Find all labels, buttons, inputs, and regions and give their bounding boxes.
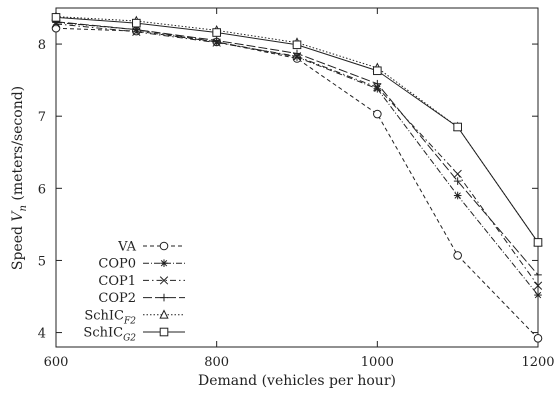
legend-marker bbox=[160, 293, 168, 302]
y-tick-label: 4 bbox=[38, 327, 46, 342]
plot-frame bbox=[55, 7, 539, 348]
data-point bbox=[534, 291, 542, 299]
data-point bbox=[373, 109, 382, 119]
legend-label: SchICF2 bbox=[84, 308, 136, 326]
data-point bbox=[533, 281, 543, 290]
data-point bbox=[453, 191, 462, 200]
legend-entry: COP1 bbox=[98, 274, 185, 289]
series-3 bbox=[52, 17, 542, 279]
legend-entry: VA bbox=[117, 240, 185, 255]
data-point bbox=[292, 40, 302, 50]
data-point bbox=[534, 271, 542, 279]
data-point bbox=[453, 251, 462, 260]
data-point bbox=[212, 28, 221, 37]
legend-entry: COP2 bbox=[98, 291, 185, 306]
data-point bbox=[453, 177, 462, 185]
data-point bbox=[51, 13, 61, 22]
legend-label: VA bbox=[117, 240, 137, 255]
data-point bbox=[453, 122, 462, 132]
x-tick-label: 600 bbox=[44, 355, 69, 370]
y-axis-label: Speed Vn (meters/second) bbox=[10, 86, 29, 270]
data-point bbox=[293, 49, 301, 58]
y-axis-label-main: Speed bbox=[10, 222, 26, 271]
data-point bbox=[533, 238, 543, 247]
data-point bbox=[453, 169, 462, 179]
legend-entry: COP0 bbox=[98, 257, 185, 272]
legend-label: SchICG2 bbox=[83, 326, 136, 344]
legend-marker bbox=[159, 276, 169, 285]
data-point bbox=[212, 36, 221, 45]
legend-label: COP2 bbox=[98, 291, 136, 306]
x-axis-label: Demand (vehicles per hour) bbox=[198, 373, 396, 389]
data-point bbox=[373, 79, 382, 88]
y-axis-label-sub: n bbox=[18, 205, 29, 211]
data-point bbox=[533, 334, 543, 343]
series-5 bbox=[51, 13, 543, 247]
series-layer bbox=[51, 11, 543, 343]
x-tick-label: 1000 bbox=[361, 355, 394, 370]
axis-ticks: 600 800 1000 1200 4 5 6 7 8 bbox=[38, 8, 555, 370]
legend-entry: SchICF2 bbox=[84, 308, 185, 326]
legend-entry: SchICG2 bbox=[83, 326, 185, 344]
legend-label: COP1 bbox=[98, 274, 136, 289]
legend-marker bbox=[159, 309, 169, 319]
y-tick-label: 5 bbox=[38, 254, 46, 269]
y-axis-label-unit: (meters/second) bbox=[10, 86, 26, 205]
data-point bbox=[132, 18, 141, 28]
legend-marker bbox=[160, 259, 168, 267]
x-tick-label: 1200 bbox=[521, 355, 554, 370]
x-tick-label: 800 bbox=[204, 355, 229, 370]
data-point bbox=[373, 66, 382, 76]
y-tick-label: 8 bbox=[38, 38, 46, 53]
y-tick-label: 7 bbox=[38, 110, 46, 125]
y-tick-label: 6 bbox=[38, 182, 46, 197]
legend-marker bbox=[159, 241, 169, 251]
legend-label: COP0 bbox=[98, 257, 136, 272]
y-axis-label-var: V bbox=[10, 210, 26, 222]
legend-marker bbox=[159, 327, 169, 337]
